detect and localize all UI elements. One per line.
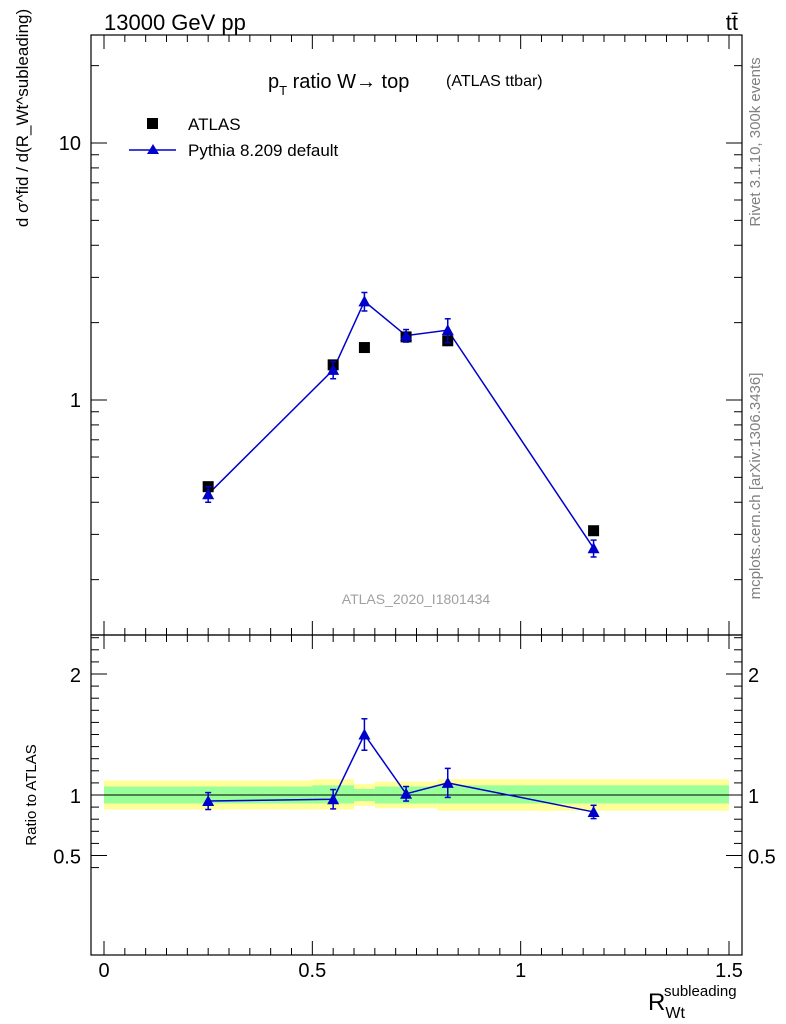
ratio-point <box>358 728 371 740</box>
upper-ylabel: d σ^fid / d(R_Wt^subleading) <box>13 9 32 227</box>
ratio-band-inner <box>437 785 729 804</box>
y-tick-label: 10 <box>59 133 81 155</box>
legend-data-label: ATLAS <box>188 115 241 134</box>
ratio-point <box>400 787 413 799</box>
mc-point <box>400 329 413 341</box>
ratio-point <box>441 776 454 788</box>
atlas-point <box>358 342 370 354</box>
mc-point <box>358 295 371 307</box>
ratio-series-line <box>208 733 594 813</box>
x-tick-label: 0.5 <box>298 960 326 982</box>
upper-title-small: (ATLAS ttbar) <box>446 73 543 90</box>
xaxis-label-sup: subleading <box>664 983 737 1000</box>
lower-ylabel: Ratio to ATLAS <box>23 744 40 845</box>
ratio-point <box>327 793 340 805</box>
y-tick-label: 1 <box>70 390 81 412</box>
header-left: 13000 GeV pp <box>104 10 246 35</box>
upper-title: pT ratio W→ top <box>268 71 409 98</box>
mc-point <box>327 363 340 375</box>
analysis-id: ATLAS_2020_I1801434 <box>342 591 491 607</box>
x-tick-label: 1.5 <box>715 960 743 982</box>
legend-data-marker <box>147 118 158 129</box>
x-tick-label: 0 <box>98 960 109 982</box>
ratio-point <box>587 805 600 817</box>
mcplots-label: mcplots.cern.ch [arXiv:1306.3436] <box>747 373 764 600</box>
ratio-y-tick-label-right: 2 <box>748 665 759 687</box>
ratio-y-tick-label-right: 1 <box>748 786 759 808</box>
header-right: tt̄ <box>726 10 738 35</box>
x-tick-label: 1 <box>515 960 526 982</box>
mc-point <box>441 324 454 336</box>
lower-axes: 0.5 0.5 1 1 2 2 0 0.5 1 1.5 <box>53 635 776 982</box>
mc-point <box>587 542 600 554</box>
legend-mc-marker <box>147 144 159 154</box>
mc-point <box>202 488 215 500</box>
ratio-y-tick-label-right: 0.5 <box>748 847 776 869</box>
ratio-point <box>202 795 215 807</box>
ratio-y-tick-label: 2 <box>70 665 81 687</box>
legend-mc-label: Pythia 8.209 default <box>188 141 339 160</box>
ratio-y-tick-label: 1 <box>70 786 81 808</box>
xaxis-label: RWt <box>648 989 685 1022</box>
mc-series-line <box>207 300 595 549</box>
rivet-label: Rivet 3.1.10, 300k events <box>747 57 764 226</box>
atlas-point <box>588 525 600 537</box>
upper-axes: 1 10 <box>59 35 742 635</box>
ratio-y-tick-label: 0.5 <box>53 847 81 869</box>
